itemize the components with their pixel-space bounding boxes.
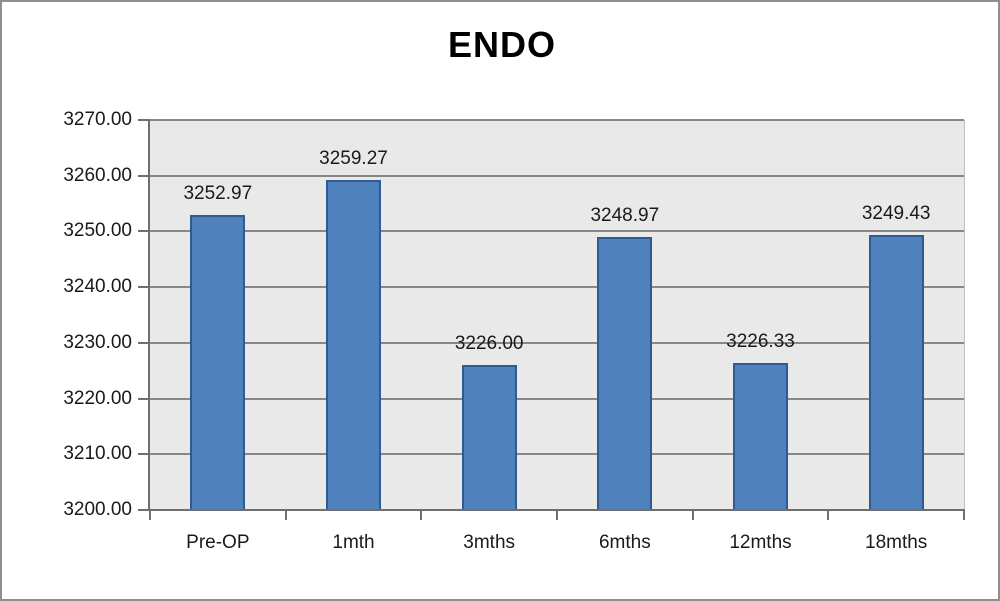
y-axis-labels: 3270.00 3260.00 3250.00 3240.00 3230.00 3220.…	[2, 109, 132, 520]
y-axis-tick-label: 3260.00	[63, 164, 132, 186]
plot-area: 3252.97 3259.27 3226.00 3248.97 3226.33 3249.…	[150, 119, 965, 510]
bar	[190, 214, 246, 510]
bar-data-label: 3252.97	[183, 182, 253, 204]
x-axis-tick	[556, 511, 558, 520]
bar	[733, 363, 788, 510]
x-axis-category-label: 6mths	[598, 532, 651, 553]
y-axis-tick-label: 3210.00	[63, 443, 132, 465]
y-axis-tick-label: 3240.00	[63, 276, 132, 298]
gridline	[150, 397, 964, 400]
bar-data-label: 3248.97	[590, 205, 660, 227]
y-axis-tick	[138, 119, 148, 121]
bar	[326, 179, 381, 510]
y-axis-tick-label: 3250.00	[63, 220, 132, 242]
gridline	[150, 453, 964, 456]
bar-data-label: 3259.27	[319, 147, 388, 169]
y-axis-tick	[138, 397, 148, 400]
bar-data-label: 3226.33	[726, 331, 795, 353]
y-axis-tick	[138, 453, 148, 456]
chart-title: ENDO	[447, 24, 556, 65]
bar	[597, 237, 653, 510]
gridline	[150, 286, 964, 289]
gridline	[150, 119, 964, 121]
y-axis-line	[148, 119, 150, 511]
x-axis-tick	[420, 511, 423, 520]
x-axis-category-label: 1mth	[332, 532, 375, 553]
x-axis-category-label: 18mths	[865, 532, 928, 553]
x-axis-tick	[284, 511, 287, 520]
bar-data-label: 3226.00	[454, 333, 524, 355]
y-axis-tick-label: 3200.00	[63, 499, 132, 520]
bar-data-label: 3249.43	[861, 202, 931, 224]
gridline	[150, 230, 964, 233]
x-axis-line	[148, 509, 965, 511]
bar	[461, 365, 517, 510]
x-axis-category-label: 12mths	[729, 532, 792, 553]
x-axis-tick	[691, 511, 694, 520]
x-axis-tick	[963, 511, 965, 520]
x-axis-tick	[827, 511, 830, 520]
gridline	[150, 174, 964, 177]
y-axis-tick-label: 3270.00	[63, 109, 132, 130]
x-axis-labels: Pre-OP 1mth 3mths 6mths 12mths 18mths	[150, 532, 964, 560]
x-axis-category-label: 3mths	[463, 532, 516, 553]
y-axis-tick	[138, 509, 148, 511]
gridline	[150, 341, 964, 344]
x-axis-category-label: Pre-OP	[186, 532, 250, 553]
y-axis-tick-label: 3220.00	[63, 387, 132, 409]
y-axis-tick	[138, 286, 148, 289]
x-axis-tick	[149, 511, 151, 520]
y-axis-tick	[138, 174, 148, 177]
y-axis-tick	[138, 230, 148, 233]
bar	[868, 234, 924, 510]
y-axis-tick	[138, 341, 148, 344]
y-axis-tick-label: 3230.00	[63, 331, 132, 353]
